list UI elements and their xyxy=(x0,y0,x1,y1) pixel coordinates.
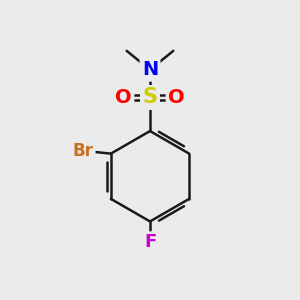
Text: O: O xyxy=(116,88,132,107)
Text: Br: Br xyxy=(73,142,94,160)
Text: F: F xyxy=(144,233,156,251)
Text: O: O xyxy=(168,88,184,107)
Text: S: S xyxy=(142,88,158,107)
Text: N: N xyxy=(142,60,158,79)
